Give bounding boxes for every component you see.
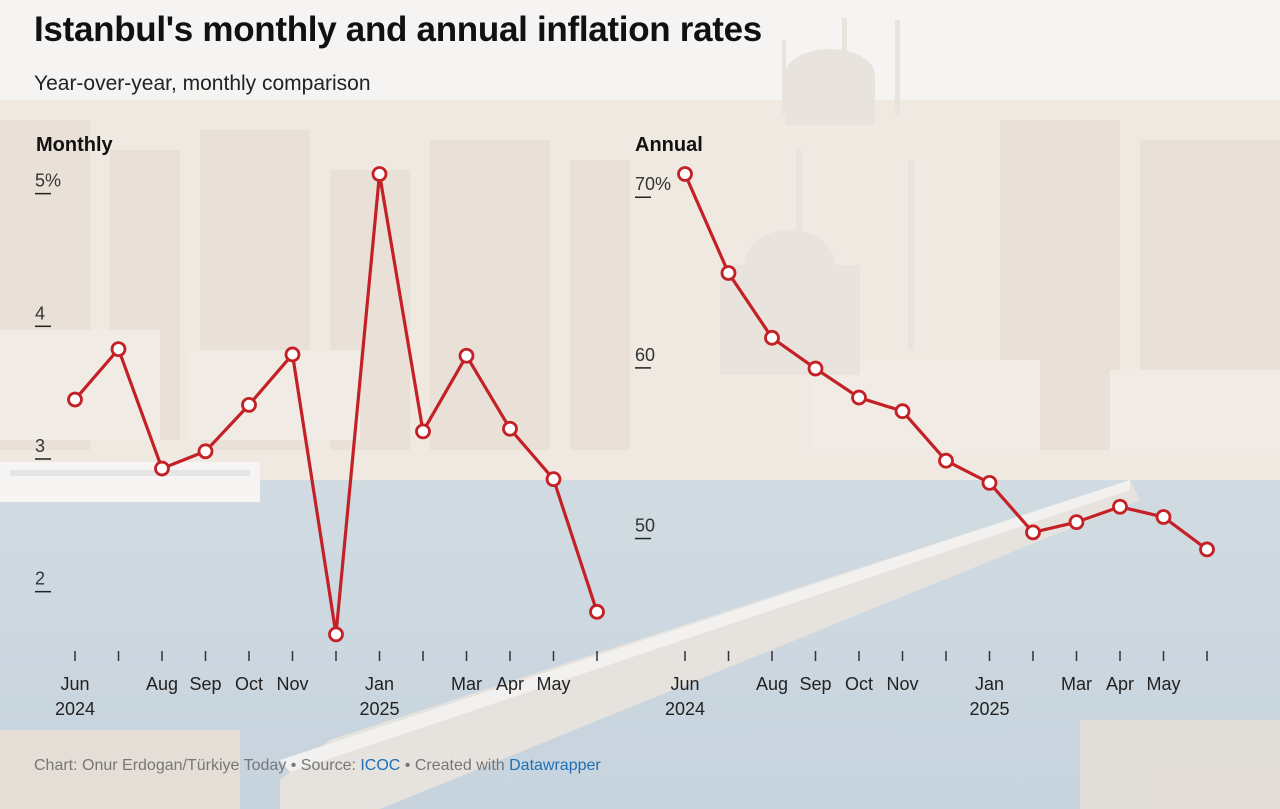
- monthly-x-tick-label: Apr: [496, 674, 524, 694]
- chart-subtitle: Year-over-year, monthly comparison: [34, 72, 371, 95]
- annual-y-tick-label: 70%: [635, 174, 671, 194]
- source-link[interactable]: ICOC: [360, 757, 401, 774]
- chart-footer: Chart: Onur Erdogan/Türkiye Today • Sour…: [34, 757, 601, 775]
- annual-data-point: [807, 360, 824, 377]
- annual-data-point: [677, 166, 693, 182]
- annual-data-point: [764, 329, 780, 346]
- monthly-y-tick-label: 5%: [35, 171, 61, 191]
- annual-x-tick-label: Mar: [1061, 674, 1092, 694]
- monthly-x-tick-label: Jun: [60, 674, 89, 694]
- monthly-x-tick-label: Aug: [146, 674, 178, 694]
- monthly-x-tick-label: Sep: [189, 674, 221, 694]
- annual-x-tick-label: May: [1146, 674, 1180, 694]
- monthly-data-point: [67, 391, 83, 408]
- monthly-data-point: [545, 471, 562, 488]
- monthly-x-tick-label: Oct: [235, 674, 263, 694]
- monthly-x-tick-year: 2024: [55, 699, 95, 719]
- annual-data-point: [1155, 509, 1172, 525]
- annual-x-tick-label: Apr: [1106, 674, 1134, 694]
- monthly-x-tick-label: May: [536, 674, 570, 694]
- annual-panel-title: Annual: [635, 134, 703, 156]
- annual-data-point: [851, 389, 867, 406]
- annual-x-tick-label: Sep: [799, 674, 831, 694]
- monthly-data-point: [502, 420, 518, 437]
- monthly-y-tick-label: 2: [35, 569, 45, 589]
- annual-x-tick-label: Jan: [975, 674, 1004, 694]
- chart-title: Istanbul's monthly and annual inflation …: [34, 10, 762, 49]
- monthly-data-point: [284, 346, 301, 363]
- footer-credit: Chart: Onur Erdogan/Türkiye Today • Sour…: [34, 757, 361, 774]
- annual-series-line: [683, 173, 1208, 551]
- footer-middle: • Created with: [400, 757, 510, 774]
- monthly-x-tick-label: Nov: [276, 674, 308, 694]
- monthly-data-point: [328, 626, 344, 643]
- annual-x-tick-label: Nov: [886, 674, 918, 694]
- monthly-y-tick-label: 4: [35, 303, 45, 323]
- annual-data-point: [894, 403, 911, 420]
- monthly-series-line: [73, 172, 599, 636]
- monthly-x-tick-label: Jan: [365, 674, 394, 694]
- annual-x-tick-year: 2024: [665, 699, 705, 719]
- monthly-data-point: [241, 396, 257, 413]
- monthly-data-point: [589, 603, 605, 620]
- monthly-x-tick-year: 2025: [359, 699, 399, 719]
- monthly-data-point: [371, 166, 388, 182]
- annual-x-tick-label: Aug: [756, 674, 788, 694]
- annual-x-tick-label: Jun: [670, 674, 699, 694]
- annual-data-point: [981, 474, 998, 491]
- annual-data-point: [1199, 541, 1215, 558]
- datawrapper-link[interactable]: Datawrapper: [509, 757, 601, 774]
- monthly-data-point: [415, 423, 431, 440]
- annual-data-point: [1068, 514, 1085, 531]
- monthly-y-tick-label: 3: [35, 436, 45, 456]
- annual-panel: 70% 60 50 Jun 2024 Aug Sep Oct Nov Jan 2025 Mar Apr M…: [635, 166, 1215, 719]
- monthly-panel-title: Monthly: [36, 134, 113, 156]
- monthly-data-point: [197, 443, 214, 460]
- annual-data-point: [1112, 498, 1128, 515]
- annual-y-tick-label: 60: [635, 345, 655, 365]
- monthly-data-point: [110, 341, 127, 358]
- annual-x-tick-year: 2025: [969, 699, 1009, 719]
- annual-x-tick-label: Oct: [845, 674, 873, 694]
- annual-y-tick-label: 50: [635, 516, 655, 536]
- annual-data-point: [938, 452, 954, 469]
- monthly-x-tick-label: Mar: [451, 674, 482, 694]
- monthly-data-point: [154, 460, 170, 477]
- monthly-panel: 5% 4 3 2 Jun 2024 Aug Sep Oct Nov Jan 2025 Mar Apr May: [35, 166, 605, 719]
- annual-data-point: [720, 265, 737, 281]
- monthly-data-point: [458, 347, 475, 364]
- annual-data-point: [1025, 524, 1041, 541]
